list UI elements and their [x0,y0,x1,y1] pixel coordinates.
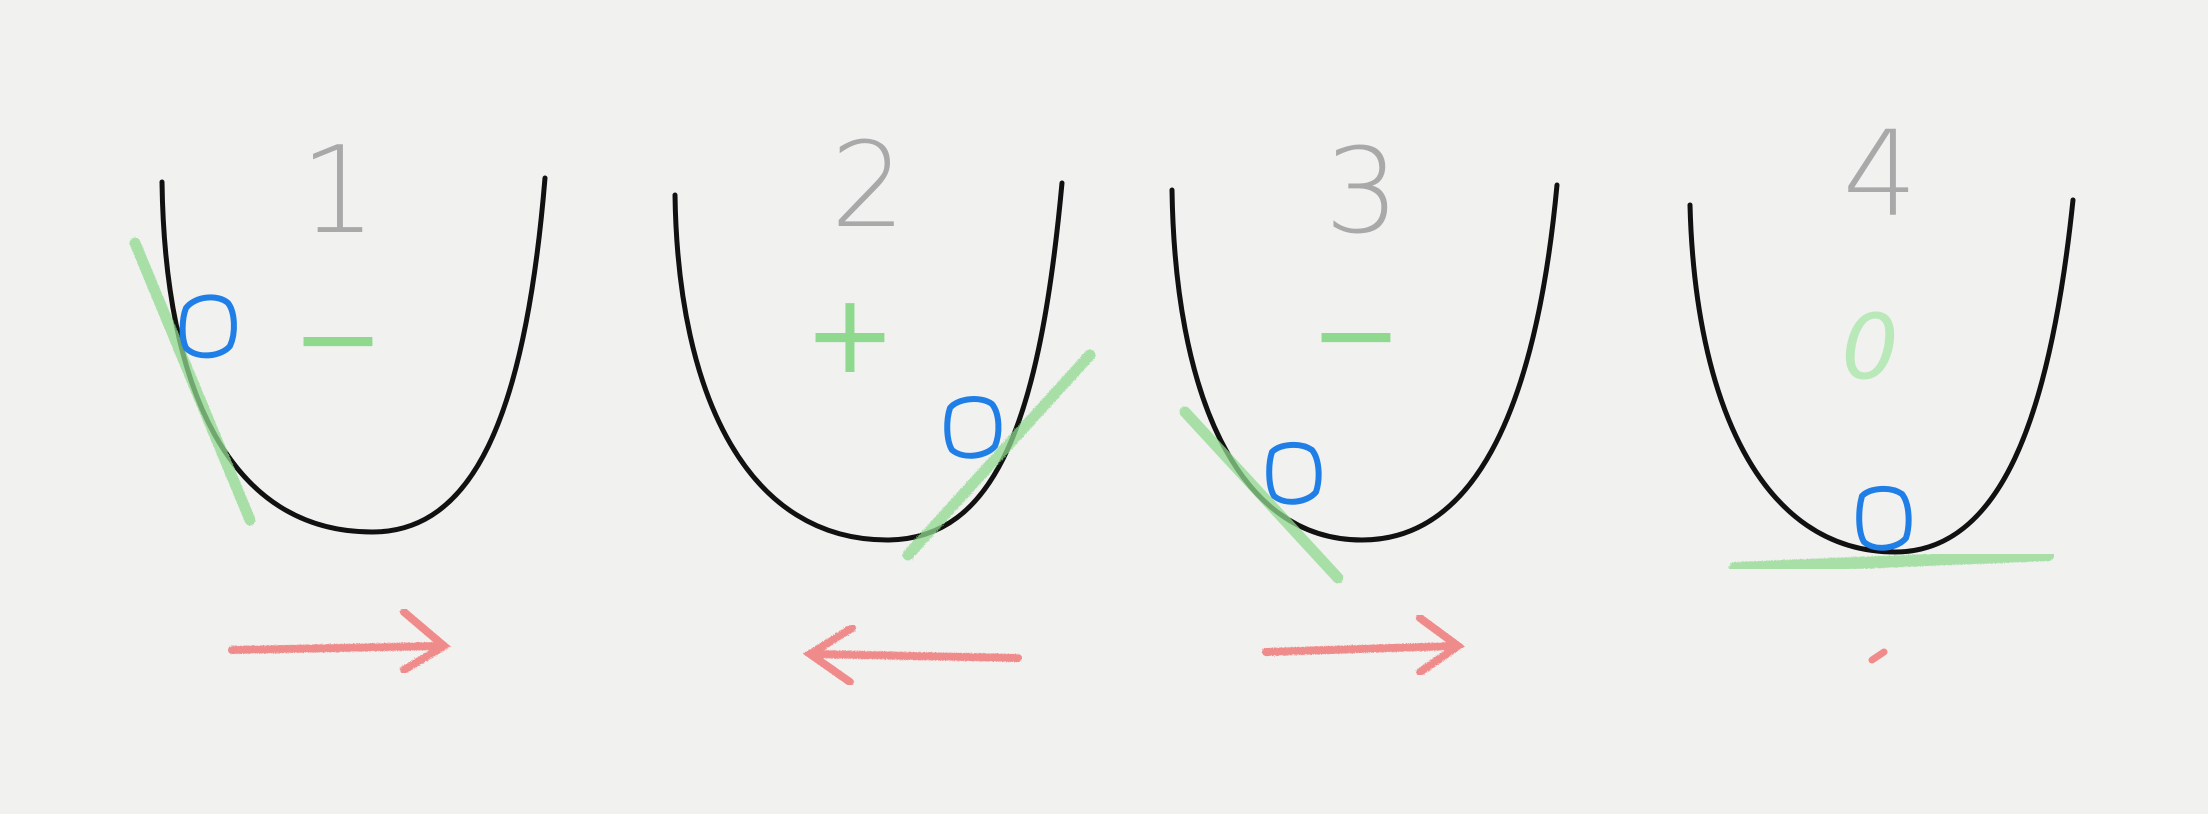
direction-arrow [228,608,451,674]
panel-2: 2 + [672,116,1096,686]
ball [1266,442,1322,505]
panel-number: 1 [300,122,376,261]
ball [944,396,1002,459]
parabola-curve [1687,197,2076,555]
parabola-curve [1169,182,1560,543]
panel-1: 1 − [129,122,548,674]
direction-arrow [1868,648,1888,664]
gradient-sign: − [292,274,384,402]
tangent-line [902,349,1096,561]
gradient-sign: − [1310,270,1402,398]
panel-number: 3 [1324,122,1399,260]
panel-3: 3 − [1169,122,1560,676]
panel-number: 2 [830,116,905,254]
direction-arrow [802,624,1022,686]
direction-arrow [1262,614,1465,676]
ball [1856,486,1912,551]
panel-4: 4 0 [1687,105,2076,664]
tangent-line [1179,406,1344,584]
panel-number: 4 [1842,105,1917,243]
gradient-sign: + [804,270,896,398]
ball [179,294,237,359]
parabola-curve [672,180,1065,543]
gradient-sign: 0 [1841,295,1898,400]
tangent-line [1729,549,2054,574]
tangent-line [129,237,256,526]
